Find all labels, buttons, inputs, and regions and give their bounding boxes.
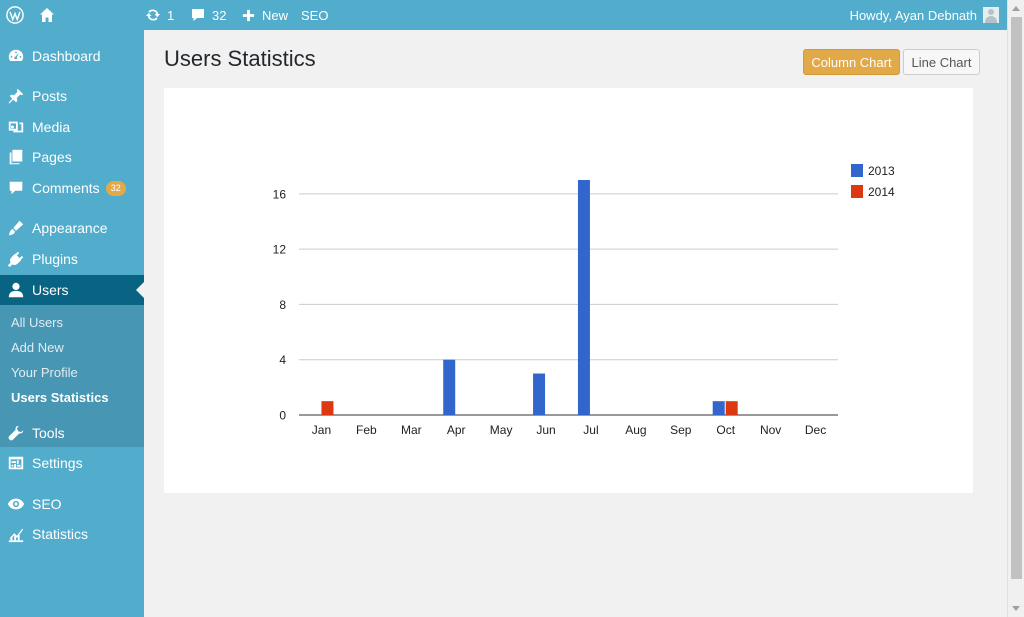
bar [533,373,546,415]
menu-label-media: Media [32,119,71,135]
menu-item-statistics[interactable]: Statistics [0,519,144,549]
x-tick-label: Aug [625,423,646,437]
menu-label-comments: Comments [32,180,100,196]
menu-item-media[interactable]: Media [0,112,144,142]
new-label: New [262,7,289,23]
scroll-down-arrow-icon[interactable] [1012,606,1020,611]
home-icon[interactable] [39,0,55,30]
x-tick-label: Oct [716,423,735,437]
user-icon [6,280,26,300]
x-tick-label: Nov [760,423,781,437]
pages-icon [6,147,26,167]
y-tick-label: 8 [279,298,286,312]
legend-label: 2013 [868,164,895,178]
brush-icon [6,218,26,238]
avatar [983,7,999,23]
y-tick-label: 4 [279,353,286,367]
account-menu[interactable]: Howdy, Ayan Debnath [850,0,999,30]
scroll-thumb[interactable] [1011,17,1022,579]
menu-label-appearance: Appearance [32,220,108,236]
plug-icon [6,249,26,269]
bar [577,180,590,415]
dashboard-icon [6,46,26,66]
updates-icon [145,7,161,23]
menu-item-dashboard[interactable]: Dashboard [0,41,144,71]
menu-label-plugins: Plugins [32,251,78,267]
menu-label-settings: Settings [32,455,83,471]
comment-icon [190,7,206,23]
admin-sidebar: Dashboard Posts Media Pages Comments 32 … [0,30,144,617]
submenu-all-users[interactable]: All Users [11,314,64,330]
plus-icon [241,8,256,23]
menu-label-dashboard: Dashboard [32,48,101,64]
x-tick-label: Feb [356,423,377,437]
updates-link[interactable]: 1 [145,0,174,30]
wordpress-logo-icon[interactable] [6,0,24,30]
menu-item-appearance[interactable]: Appearance [0,213,144,243]
legend-swatch [851,164,863,177]
comment-icon [6,178,26,198]
x-tick-label: May [490,423,513,437]
howdy-text: Howdy, Ayan Debnath [849,7,977,23]
seo-icon [6,494,26,514]
menu-item-posts[interactable]: Posts [0,81,144,111]
updates-count: 1 [167,7,175,23]
menu-label-pages: Pages [32,149,72,165]
x-tick-label: Mar [401,423,422,437]
column-chart-button[interactable]: Column Chart [803,49,900,75]
menu-item-settings[interactable]: Settings [0,448,144,478]
menu-label-seo: SEO [32,496,62,512]
chart-panel: 0 4 8 12 16 Jan Feb Mar Apr May Jun Jul Aug Sep Oct Nov… [164,88,973,493]
bar [321,401,334,415]
comments-link[interactable]: 32 [190,0,226,30]
x-tick-label: Jun [536,423,555,437]
bar [725,401,738,415]
scroll-up-arrow-icon[interactable] [1012,6,1020,11]
x-tick-label: Jan [312,423,331,437]
comments-count: 32 [212,7,227,23]
legend-swatch [851,185,863,198]
scrollbar[interactable] [1007,0,1024,617]
page-title: Users Statistics [164,46,316,71]
admin-bar: 1 32 New SEO Howdy, Ayan Debnath [0,0,1007,30]
comments-badge: 32 [105,180,126,196]
new-content-link[interactable]: New [241,0,288,30]
pin-icon [6,86,26,106]
legend-label: 2014 [868,185,895,199]
chart-icon [6,524,26,544]
submenu-your-profile[interactable]: Your Profile [11,364,78,380]
menu-item-pages[interactable]: Pages [0,142,144,172]
users-statistics-chart: 0 4 8 12 16 Jan Feb Mar Apr May Jun Jul Aug Sep Oct Nov… [273,164,895,437]
x-tick-label: Apr [447,423,466,437]
seo-link[interactable]: SEO [301,7,329,23]
line-chart-button[interactable]: Line Chart [903,49,980,75]
bar [712,401,725,415]
menu-item-comments[interactable]: Comments 32 [0,173,144,203]
y-tick-label: 12 [273,243,287,257]
users-submenu: All Users Add New Your Profile Users Sta… [0,305,144,447]
settings-icon [6,453,26,473]
submenu-users-statistics[interactable]: Users Statistics [11,389,109,405]
bar [443,359,456,415]
menu-label-tools: Tools [32,425,65,441]
menu-item-plugins[interactable]: Plugins [0,244,144,274]
menu-label-users: Users [32,282,69,298]
y-tick-label: 0 [279,409,286,423]
menu-label-statistics: Statistics [32,526,89,542]
submenu-add-new[interactable]: Add New [11,339,64,355]
wrench-icon [6,423,26,443]
x-tick-label: Sep [670,423,692,437]
y-tick-label: 16 [273,187,287,201]
media-icon [6,117,26,137]
menu-label-posts: Posts [32,88,68,104]
menu-item-tools[interactable]: Tools [0,418,144,448]
x-tick-label: Jul [583,423,598,437]
x-tick-label: Dec [805,423,826,437]
menu-item-seo[interactable]: SEO [0,489,144,519]
menu-item-users[interactable]: Users [0,275,144,305]
